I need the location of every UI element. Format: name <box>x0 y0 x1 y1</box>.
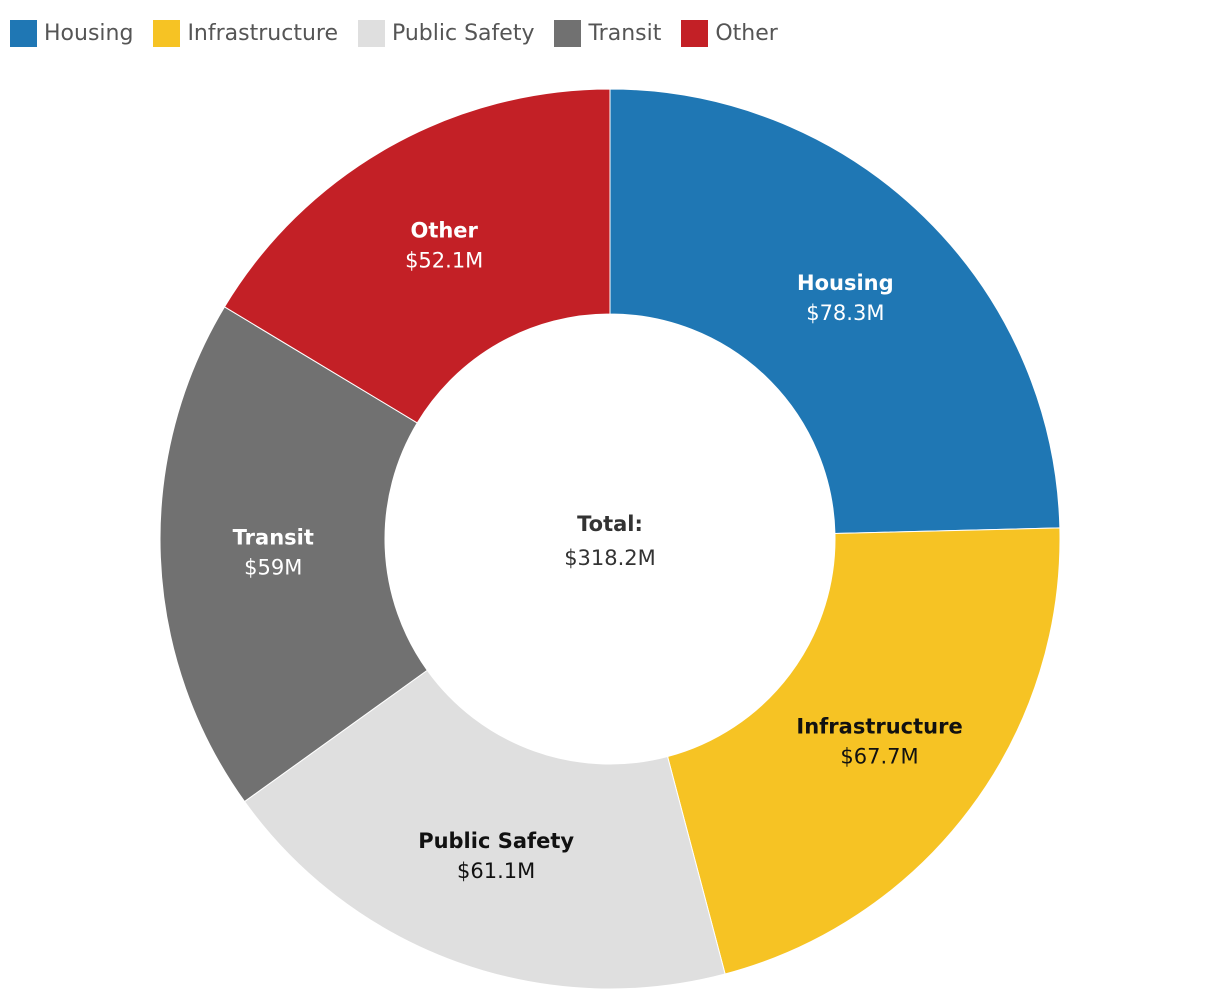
legend-item-infrastructure[interactable]: Infrastructure <box>153 20 338 47</box>
slice-value-label: $52.1M <box>405 249 483 273</box>
legend-label: Other <box>715 21 778 46</box>
legend-swatch <box>681 20 709 47</box>
slice-transit[interactable] <box>159 306 428 803</box>
legend-item-housing[interactable]: Housing <box>10 20 133 47</box>
slice-value-label: $67.7M <box>840 744 918 768</box>
slice-label: Housing <box>797 271 894 295</box>
slice-infrastructure[interactable] <box>666 527 1061 975</box>
slice-label: Public Safety <box>418 829 574 853</box>
slice-value-label: $59M <box>244 556 302 580</box>
slice-label: Infrastructure <box>796 714 962 738</box>
slice-housing[interactable] <box>609 88 1061 534</box>
slice-value-label: $78.3M <box>806 301 884 325</box>
legend-label: Infrastructure <box>187 21 338 46</box>
legend-label: Public Safety <box>391 21 535 46</box>
slice-label: Other <box>410 219 478 243</box>
center-total-label: Total: <box>577 512 643 536</box>
legend-swatch <box>357 20 385 47</box>
center-total-value: $318.2M <box>564 546 656 570</box>
slice-value-label: $61.1M <box>457 859 535 883</box>
legend-swatch <box>153 20 181 47</box>
legend-swatch <box>554 20 582 47</box>
legend-item-public-safety[interactable]: Public Safety <box>357 20 535 47</box>
legend-label: Housing <box>44 21 134 46</box>
legend-swatch <box>10 20 37 47</box>
slice-public-safety[interactable] <box>243 669 726 990</box>
slice-label: Transit <box>233 526 314 550</box>
legend-label: Transit <box>588 21 662 46</box>
legend-item-other[interactable]: Other <box>681 20 778 47</box>
legend: Housing Infrastructure Public Safety Transi… <box>10 20 798 47</box>
slice-other[interactable] <box>223 88 611 424</box>
legend-item-transit[interactable]: Transit <box>554 20 661 47</box>
